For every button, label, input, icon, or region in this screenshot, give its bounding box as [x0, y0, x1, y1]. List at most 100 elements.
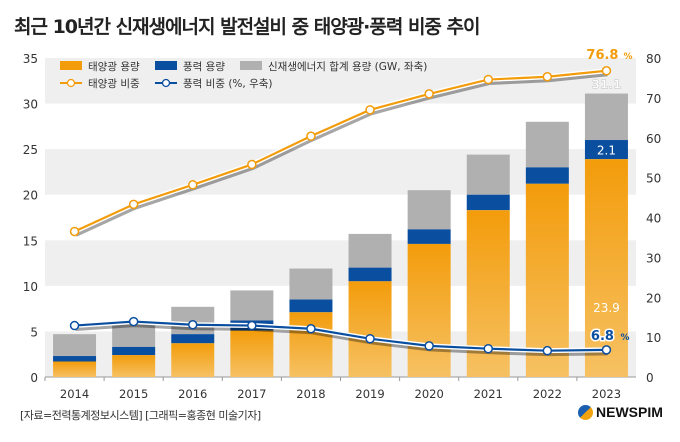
wind-share-point	[542, 345, 553, 356]
right-axis-tick: 60	[646, 132, 661, 146]
wind-bar	[525, 167, 569, 184]
legend-marker-icon	[161, 78, 171, 88]
logo-mark-icon	[578, 404, 593, 420]
wind-share-point	[483, 343, 493, 354]
logo-text: NEWSPIM	[596, 404, 663, 420]
percent-unit: %	[620, 333, 629, 343]
solar-share-point	[601, 66, 612, 76]
legend-marker-icon	[66, 78, 76, 88]
percent-unit: %	[623, 52, 632, 62]
total-bar	[289, 268, 333, 300]
solar-bar	[230, 330, 274, 377]
wind-share-point	[306, 324, 316, 334]
total-bar	[53, 334, 97, 357]
legend-label: 태양광 용량	[88, 61, 140, 73]
wind-bar	[112, 346, 156, 356]
wind-share-point	[601, 345, 612, 355]
total-bar	[525, 121, 569, 168]
x-axis-tick: 2022	[533, 387, 562, 401]
right-axis-tick: 50	[646, 172, 661, 186]
solar-bar	[525, 183, 569, 377]
solar-share-label: 76.8	[586, 48, 618, 63]
right-axis-tick: 20	[646, 291, 661, 305]
x-axis-tick: 2015	[119, 387, 148, 401]
solar-bar	[584, 159, 628, 377]
left-axis-tick: 15	[23, 234, 38, 248]
right-axis-tick: 10	[646, 331, 661, 345]
total-bar	[407, 190, 451, 230]
wind-bar	[53, 356, 97, 362]
left-axis-tick: 35	[23, 52, 38, 66]
solar-share-point	[247, 159, 257, 170]
wind-bar	[466, 194, 510, 211]
legend-swatch-icon	[240, 61, 262, 70]
chart-title: 최근 10년간 신재생에너지 발전설비 중 태양광·풍력 비중 추이	[14, 16, 480, 38]
wind-share-point	[424, 341, 434, 351]
legend-label: 풍력 비중 (%, 우축)	[183, 78, 272, 90]
left-axis-tick: 30	[23, 98, 38, 112]
wind-share-point	[365, 333, 375, 344]
wind-2023-label: 2.1	[597, 144, 616, 158]
x-axis-tick: 2014	[60, 387, 89, 401]
solar-bar	[53, 361, 97, 377]
wind-bar	[348, 267, 392, 282]
solar-2023-label: 23.9	[593, 301, 620, 315]
left-axis-tick: 5	[30, 325, 38, 339]
legend-label: 신재생에너지 합계 용량 (GW, 좌축)	[268, 61, 427, 73]
wind-share-label: 6.8	[591, 329, 614, 344]
right-axis-tick: 70	[646, 92, 661, 106]
left-axis-tick: 0	[30, 371, 38, 385]
grid-band	[45, 58, 636, 104]
solar-share-point	[69, 226, 80, 237]
solar-share-point	[424, 89, 434, 99]
newspim-logo: NEWSPIM	[578, 404, 663, 420]
wind-bar	[289, 299, 333, 313]
x-axis-tick: 2016	[178, 387, 207, 401]
total-bar	[348, 233, 392, 268]
legend-swatch-icon	[60, 61, 82, 70]
right-axis-tick: 80	[646, 52, 661, 66]
right-axis-tick: 40	[646, 212, 661, 226]
total-2023-label: 31.1	[592, 78, 622, 92]
left-axis-tick: 20	[23, 189, 38, 203]
wind-share-point	[247, 320, 257, 331]
solar-share-point	[128, 199, 139, 210]
wind-share-line	[74, 320, 607, 352]
right-axis-tick: 30	[646, 251, 661, 265]
x-axis-tick: 2019	[355, 387, 384, 401]
solar-share-point	[483, 74, 493, 85]
solar-share-point	[188, 180, 198, 190]
x-axis-tick: 2021	[474, 387, 503, 401]
left-axis-tick: 10	[23, 280, 38, 294]
x-axis-tick: 2017	[237, 387, 266, 401]
solar-share-point	[365, 105, 375, 115]
solar-bar	[348, 281, 392, 377]
x-axis-tick: 2023	[592, 387, 621, 401]
solar-bar	[289, 312, 333, 377]
wind-bar	[407, 229, 451, 244]
solar-share-line	[74, 69, 607, 233]
wind-share-point	[188, 320, 198, 330]
legend-label: 태양광 비중	[88, 78, 140, 90]
solar-bar	[407, 243, 451, 377]
x-axis-tick: 2020	[415, 387, 444, 401]
legend-swatch-icon	[155, 61, 177, 70]
wind-share-point	[128, 316, 139, 327]
solar-bar	[171, 343, 215, 377]
source-credit: [자료=전력통계정보시스템] [그래픽=홍종현 미술기자]	[20, 409, 261, 422]
left-axis-tick: 25	[23, 143, 38, 157]
wind-bar	[584, 140, 628, 160]
right-axis-tick: 0	[646, 371, 654, 385]
line-shadow	[75, 322, 608, 357]
total-bar	[230, 290, 274, 321]
total-bar	[466, 154, 510, 195]
solar-share-point	[306, 131, 316, 141]
total-bar	[584, 93, 628, 141]
solar-bar	[112, 355, 156, 377]
legend-label: 풍력 용량	[183, 61, 225, 73]
solar-share-point	[542, 71, 553, 82]
wind-share-point	[69, 320, 80, 331]
line-shadow	[74, 71, 608, 237]
